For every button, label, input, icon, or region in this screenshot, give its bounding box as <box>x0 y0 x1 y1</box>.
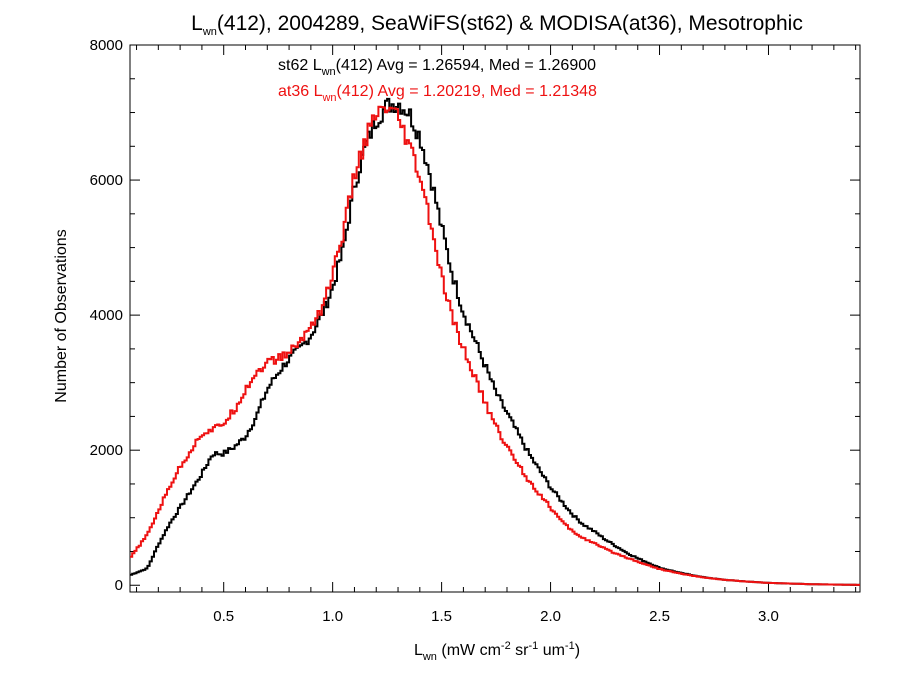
series-group <box>130 97 860 586</box>
chart-title: Lwn(412), 2004289, SeaWiFS(st62) & MODIS… <box>191 12 803 38</box>
annotation-st62: st62 Lwn(412) Avg = 1.26594, Med = 1.269… <box>278 57 596 78</box>
series-at36-line <box>130 105 860 586</box>
annotation-at36: at36 Lwn(412) Avg = 1.20219, Med = 1.213… <box>278 83 597 104</box>
series-st62-line <box>130 97 860 586</box>
axis-ticks: 0.5 1.0 1.5 2.0 2.5 3.0 0 2000 4000 6000 8000 <box>90 37 860 625</box>
y-tick-label: 2000 <box>90 442 123 459</box>
x-tick-label: 2.0 <box>540 608 561 625</box>
y-tick-label: 4000 <box>90 307 123 324</box>
x-tick-label: 2.5 <box>649 608 670 625</box>
x-tick-label: 3.0 <box>758 608 779 625</box>
y-tick-label: 8000 <box>90 37 123 54</box>
x-tick-label: 0.5 <box>213 608 234 625</box>
x-axis-label: Lwn (mW cm-2 sr-1 um-1) <box>414 640 580 663</box>
x-tick-label: 1.5 <box>431 608 452 625</box>
y-tick-label: 6000 <box>90 172 123 189</box>
x-tick-label: 1.0 <box>322 608 343 625</box>
y-tick-label: 0 <box>115 577 123 594</box>
plot-frame <box>129 44 861 593</box>
y-axis-label: Number of Observations <box>53 229 70 402</box>
